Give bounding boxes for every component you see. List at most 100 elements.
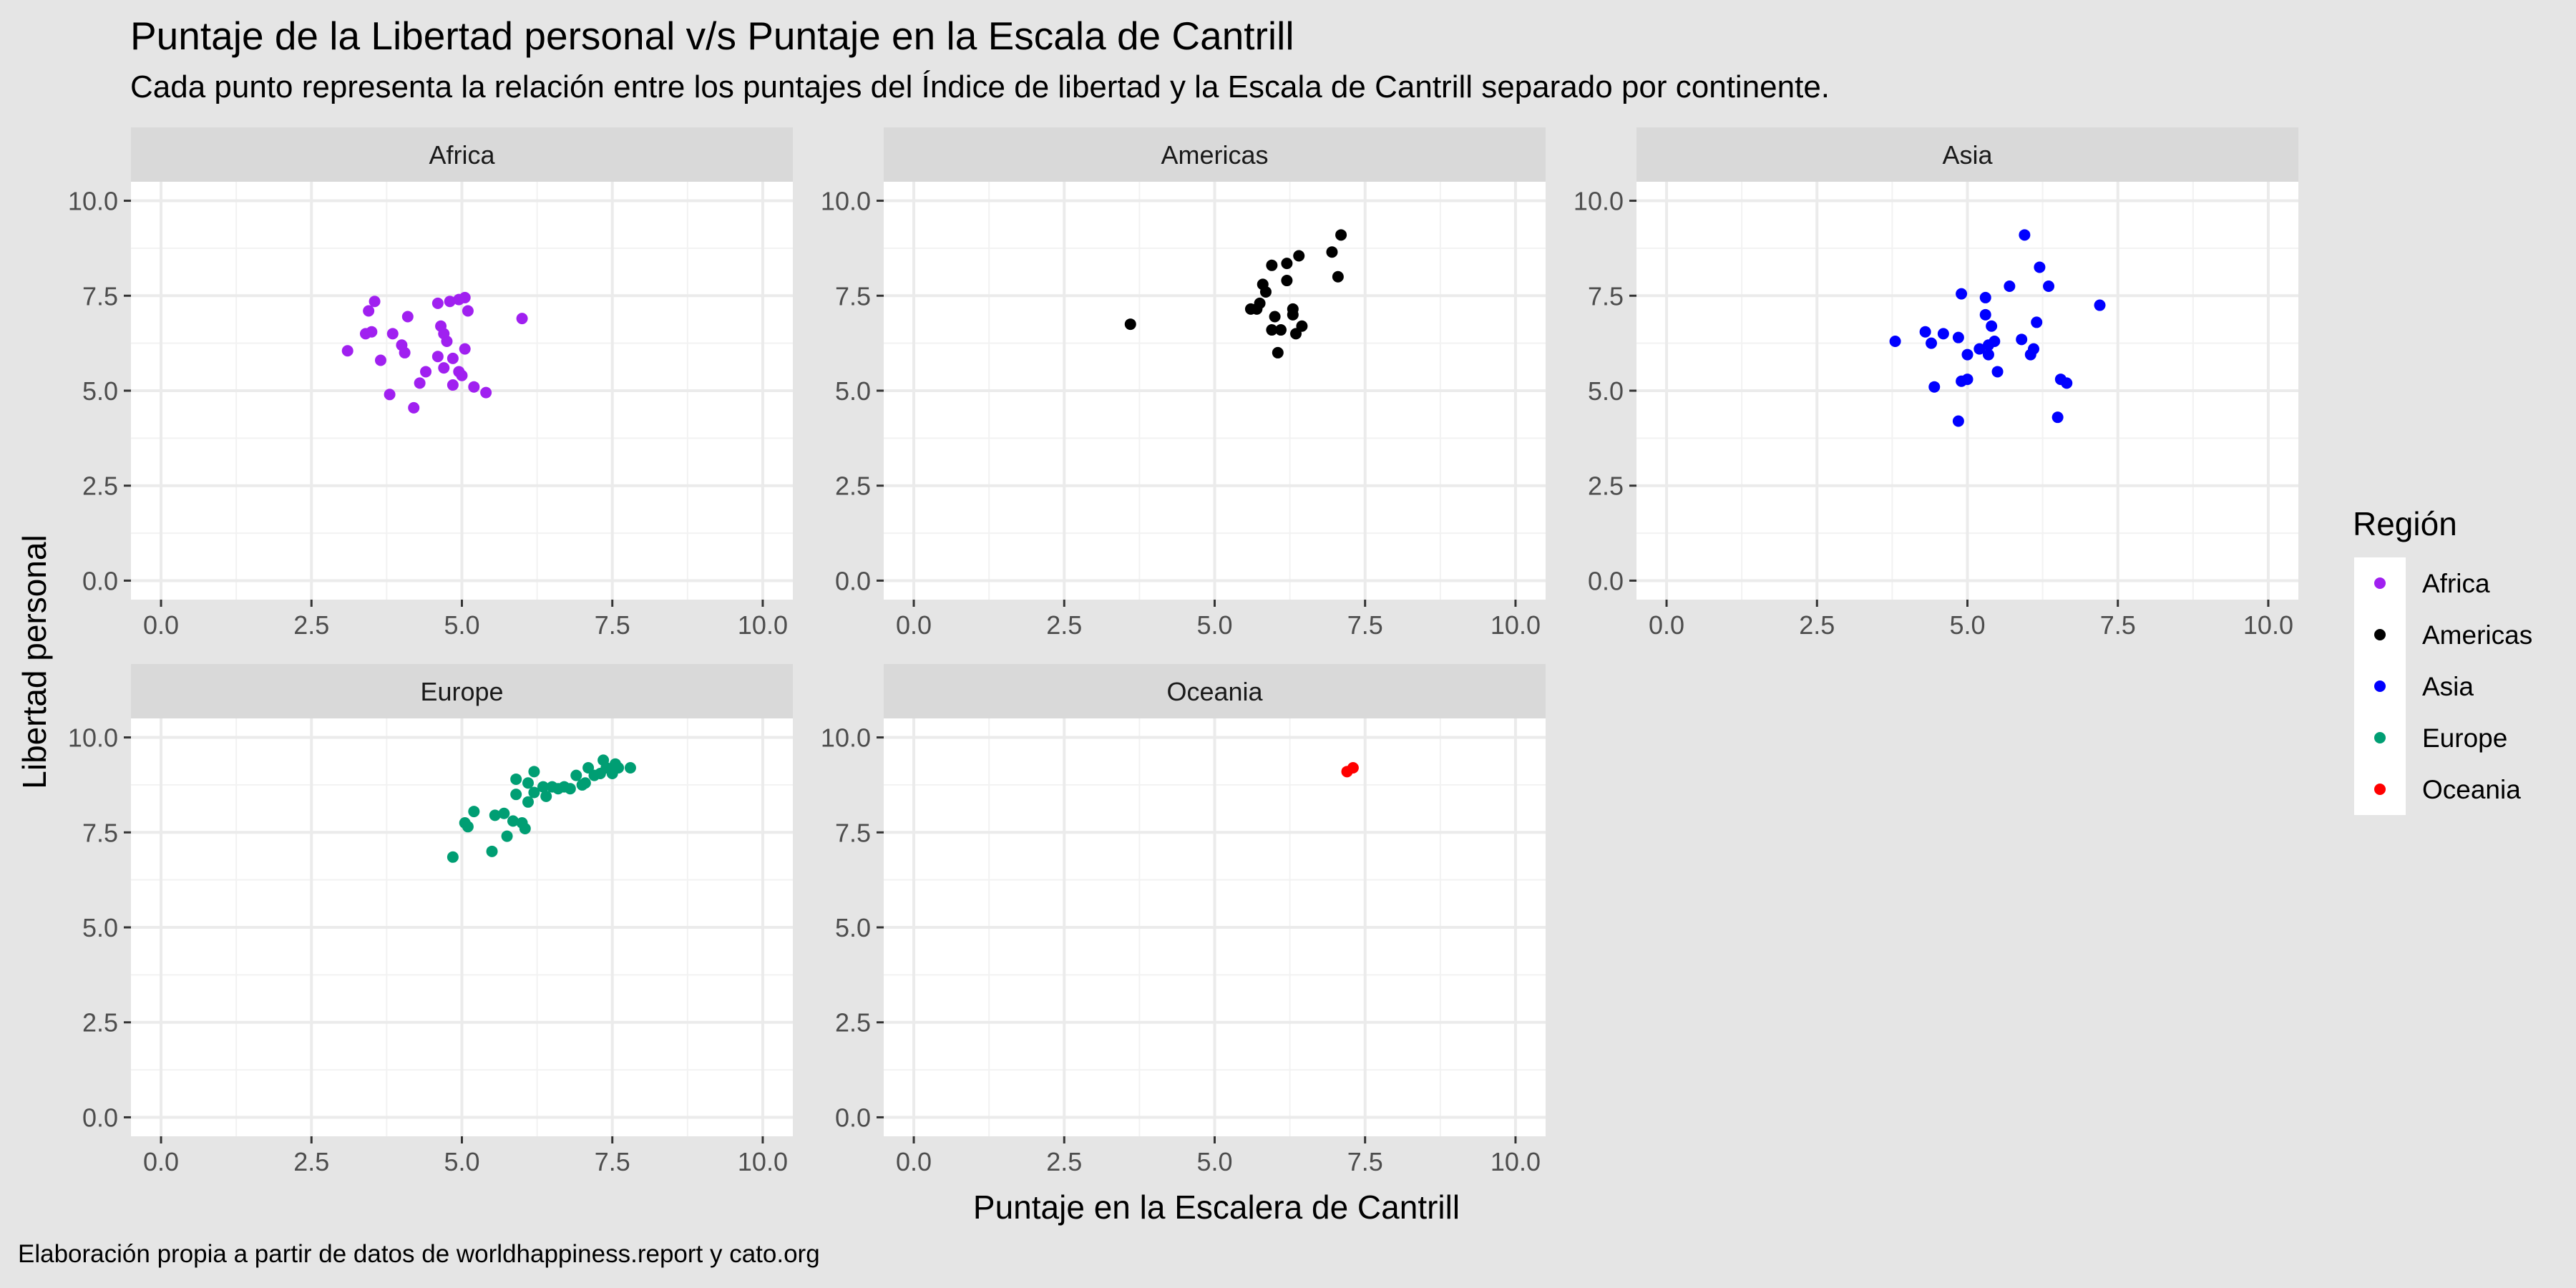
data-point-asia	[2051, 411, 2064, 424]
data-point-europe	[501, 830, 513, 842]
y-tick-label: 0.0	[835, 566, 871, 595]
data-point-asia	[1974, 343, 1986, 355]
x-tick-label: 7.5	[595, 1147, 630, 1176]
y-tick-label: 0.0	[1588, 566, 1624, 595]
data-point-asia	[1979, 308, 1991, 321]
data-point-americas	[1269, 311, 1281, 323]
data-point-europe	[613, 762, 625, 774]
x-tick-label: 0.0	[143, 1147, 179, 1176]
data-point-americas	[1124, 318, 1136, 331]
data-point-asia	[1979, 291, 1991, 303]
x-tick-label: 0.0	[1649, 610, 1684, 640]
legend-key-oceania	[2374, 784, 2386, 795]
data-point-americas	[1326, 246, 1338, 258]
data-point-americas	[1287, 308, 1299, 321]
legend-key-asia	[2374, 680, 2386, 692]
facet-strip-label-oceania: Oceania	[1166, 677, 1263, 706]
data-point-asia	[1889, 335, 1901, 347]
data-point-africa	[462, 305, 474, 317]
y-tick-label: 2.5	[1588, 472, 1624, 501]
data-point-americas	[1254, 297, 1266, 309]
x-tick-label: 2.5	[293, 1147, 329, 1176]
data-point-americas	[1281, 258, 1293, 270]
data-point-africa	[438, 362, 450, 374]
y-tick-label: 5.0	[1588, 376, 1624, 406]
data-point-africa	[366, 326, 378, 338]
data-point-europe	[498, 807, 510, 819]
y-tick-label: 7.5	[1588, 281, 1624, 311]
y-tick-label: 7.5	[82, 281, 118, 311]
y-tick-label: 7.5	[835, 818, 871, 847]
x-tick-label: 10.0	[2243, 610, 2293, 640]
data-point-africa	[384, 389, 396, 401]
data-point-europe	[528, 786, 540, 799]
data-point-asia	[1986, 320, 1998, 332]
data-point-americas	[1293, 250, 1305, 262]
y-tick-label: 10.0	[68, 723, 118, 753]
x-tick-label: 2.5	[1046, 610, 1082, 640]
data-point-asia	[1982, 348, 1994, 361]
x-axis-label: Puntaje en la Escalera de Cantrill	[972, 1189, 1460, 1226]
y-tick-label: 2.5	[835, 472, 871, 501]
legend-label-asia: Asia	[2422, 672, 2474, 701]
data-point-americas	[1335, 229, 1347, 241]
x-tick-label: 5.0	[444, 1147, 479, 1176]
x-tick-label: 2.5	[1799, 610, 1835, 640]
data-point-americas	[1266, 259, 1278, 271]
data-point-asia	[1952, 331, 1964, 343]
data-point-europe	[540, 790, 552, 802]
data-point-americas	[1296, 320, 1308, 332]
x-tick-label: 0.0	[896, 610, 932, 640]
data-point-asia	[2061, 377, 2073, 389]
data-point-europe	[510, 773, 522, 785]
y-tick-label: 2.5	[835, 1008, 871, 1038]
data-point-africa	[468, 381, 480, 393]
data-point-europe	[486, 845, 498, 857]
data-point-africa	[447, 352, 459, 364]
facet-strip-oceania	[884, 664, 1546, 718]
y-tick-label: 5.0	[82, 913, 118, 942]
y-tick-label: 5.0	[835, 376, 871, 406]
data-point-africa	[369, 296, 381, 308]
facet-strip-asia	[1636, 127, 2298, 182]
data-point-europe	[522, 796, 534, 808]
data-point-africa	[386, 328, 399, 340]
legend-title: Región	[2353, 505, 2457, 542]
data-point-asia	[2034, 261, 2046, 273]
data-point-americas	[1259, 286, 1272, 298]
data-point-africa	[363, 305, 375, 317]
chart-title: Puntaje de la Libertad personal v/s Punt…	[130, 14, 1294, 58]
y-axis-label: Libertad personal	[16, 535, 53, 789]
data-point-asia	[1926, 337, 1938, 349]
data-point-africa	[444, 296, 456, 308]
legend-label-africa: Africa	[2422, 569, 2490, 598]
legend-key-americas	[2374, 629, 2386, 640]
y-tick-label: 10.0	[1574, 187, 1624, 216]
data-point-europe	[570, 769, 582, 781]
data-point-asia	[1961, 348, 1974, 361]
y-tick-label: 0.0	[835, 1103, 871, 1132]
x-tick-label: 5.0	[1196, 1147, 1232, 1176]
facet-strip-label-africa: Africa	[429, 140, 495, 170]
y-tick-label: 10.0	[821, 723, 871, 753]
data-point-europe	[624, 762, 636, 774]
x-tick-label: 7.5	[1347, 1147, 1383, 1176]
facet-strip-africa	[131, 127, 793, 182]
x-tick-label: 7.5	[1347, 610, 1383, 640]
data-point-africa	[420, 366, 432, 378]
x-tick-label: 0.0	[143, 610, 179, 640]
data-point-africa	[447, 379, 459, 391]
legend-label-europe: Europe	[2422, 723, 2507, 753]
data-point-europe	[447, 851, 459, 863]
y-tick-label: 10.0	[821, 187, 871, 216]
data-point-europe	[510, 789, 522, 801]
data-point-europe	[489, 809, 501, 821]
data-point-asia	[1937, 328, 1949, 340]
data-point-europe	[507, 815, 519, 827]
x-tick-label: 7.5	[2100, 610, 2136, 640]
facet-strip-label-americas: Americas	[1161, 140, 1268, 170]
y-tick-label: 7.5	[835, 281, 871, 311]
x-tick-label: 2.5	[1046, 1147, 1082, 1176]
